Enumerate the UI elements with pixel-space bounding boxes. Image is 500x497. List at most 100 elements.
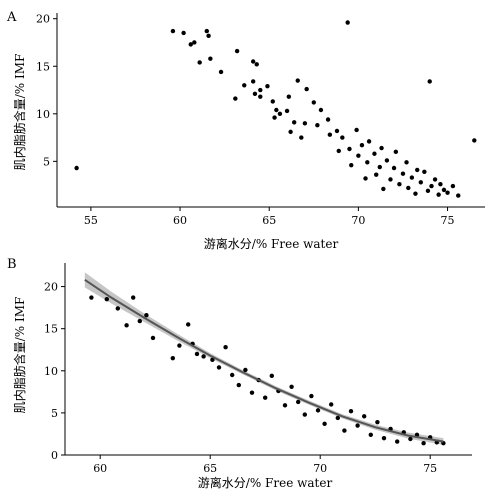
data-point-a (284, 108, 290, 114)
data-point-b (315, 408, 321, 413)
data-point-a (409, 175, 415, 180)
y-axis-label-a: 肌内脂肪含量/% IMF (12, 54, 27, 171)
data-point-b (302, 412, 307, 417)
y-tick-label-b: 5 (51, 407, 58, 420)
data-point-b (150, 335, 156, 341)
data-point-b (335, 415, 340, 421)
data-point-b (329, 402, 334, 407)
data-point-a (242, 83, 247, 88)
data-point-b (381, 435, 387, 441)
fit-line (84, 279, 444, 443)
data-point-b (263, 395, 268, 400)
data-point-a (379, 145, 384, 151)
data-point-b (309, 393, 314, 399)
data-point-a (206, 33, 211, 39)
data-point-b (269, 373, 274, 379)
data-point-a (188, 42, 193, 47)
data-point-b (124, 323, 129, 328)
data-point-b (355, 423, 360, 428)
points-b (89, 295, 446, 446)
data-point-a (272, 115, 277, 120)
data-point-a (345, 20, 350, 25)
fit-confidence-band (84, 272, 444, 445)
data-point-a (286, 94, 292, 99)
data-point-b (115, 306, 121, 311)
data-point-a (265, 84, 270, 89)
data-point-a (347, 146, 352, 152)
data-point-a (436, 192, 441, 197)
data-point-a (304, 86, 309, 92)
data-point-b (362, 414, 367, 419)
data-point-b (342, 428, 347, 433)
data-point-a (315, 123, 320, 128)
data-point-a (325, 117, 331, 122)
x-tick-label-a: 60 (173, 214, 187, 227)
data-point-a (400, 171, 406, 176)
data-point-b (216, 365, 222, 370)
data-point-a (438, 181, 443, 187)
data-point-a (340, 135, 345, 140)
data-point-a (425, 188, 431, 194)
data-point-b (131, 295, 136, 300)
data-point-a (181, 30, 186, 36)
data-point-a (258, 87, 263, 93)
data-point-a (277, 111, 283, 117)
data-point-a (291, 120, 297, 125)
data-point-a (429, 183, 434, 189)
data-point-a (384, 158, 390, 163)
x-tick-label-a: 65 (262, 214, 276, 227)
fit-line-b (84, 279, 444, 443)
data-point-a (270, 99, 275, 104)
data-point-b (236, 382, 241, 388)
data-point-a (427, 79, 432, 84)
data-point-b (368, 432, 373, 437)
data-point-a (208, 56, 213, 61)
confidence-band-b (84, 272, 444, 445)
data-point-b (137, 318, 142, 324)
x-tick-label-a: 70 (351, 214, 365, 227)
y-tick-label-b: 20 (44, 281, 58, 294)
data-point-a (318, 107, 324, 113)
ticks-a: 55 60 65 70 75 5 10 15 20 (36, 13, 455, 227)
data-point-a (204, 28, 209, 34)
data-point-a (393, 149, 399, 155)
data-point-a (170, 28, 176, 34)
data-point-a (422, 169, 427, 175)
data-point-a (366, 139, 372, 144)
data-point-a (404, 160, 409, 165)
data-point-a (354, 127, 359, 133)
data-point-b (395, 439, 400, 444)
panel-a: A 55 60 65 70 75 5 10 15 20 游离水分/% Free water 肌内… (6, 10, 485, 251)
data-point-b (249, 390, 255, 395)
data-point-b (170, 355, 175, 361)
data-point-a (418, 180, 423, 185)
data-point-a (74, 165, 79, 171)
data-point-b (289, 384, 294, 389)
data-point-a (450, 183, 456, 189)
y-tick-label-a: 10 (36, 108, 50, 121)
data-point-a (252, 91, 258, 97)
data-point-a (349, 162, 354, 168)
data-point-b (186, 322, 191, 327)
x-tick-label-b: 65 (203, 462, 217, 475)
data-point-b (230, 372, 235, 378)
x-tick-label-b: 60 (93, 462, 107, 475)
data-point-b (210, 357, 215, 363)
data-point-b (104, 297, 110, 302)
data-point-a (415, 167, 420, 173)
panel-label-a: A (6, 10, 17, 25)
data-point-a (381, 186, 386, 192)
data-point-b (89, 295, 94, 300)
data-point-a (365, 160, 370, 165)
data-point-a (250, 59, 256, 64)
data-point-a (233, 96, 238, 101)
x-tick-label-a: 55 (84, 214, 98, 227)
x-axis-label-a: 游离水分/% Free water (204, 236, 339, 251)
data-point-a (413, 191, 418, 196)
data-point-a (336, 148, 341, 154)
data-point-b (322, 421, 327, 427)
data-point-a (192, 40, 197, 45)
y-tick-label-b: 0 (51, 449, 58, 462)
data-point-a (406, 185, 411, 191)
panel-b: B 60 65 70 75 0 5 10 15 20 游离水分/% Free water 肌内脂… (7, 257, 472, 490)
